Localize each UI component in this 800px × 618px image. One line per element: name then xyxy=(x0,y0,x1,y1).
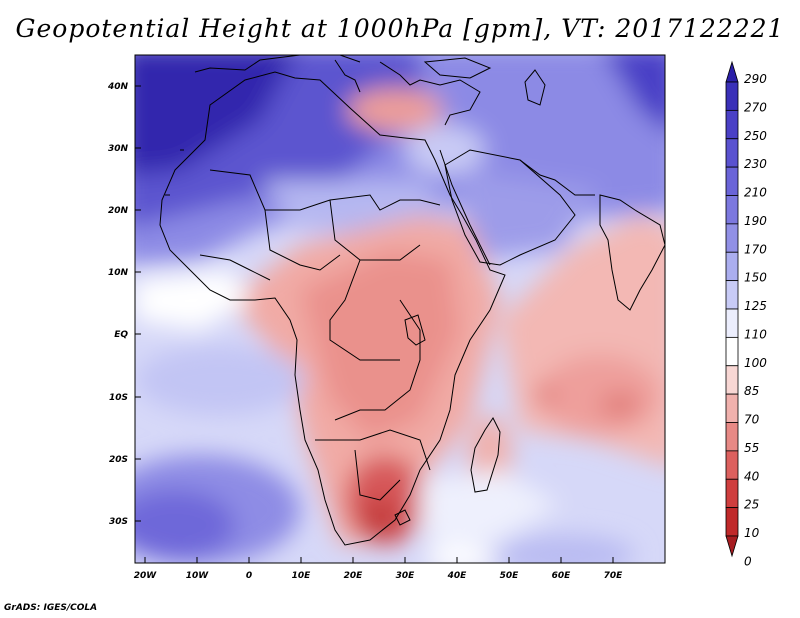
colorbar-label: 170 xyxy=(744,242,767,256)
colorbar-label: 25 xyxy=(744,498,759,512)
colorbar-label: 100 xyxy=(744,356,767,370)
colorbar-swatch xyxy=(725,280,739,310)
colorbar-swatch xyxy=(725,450,739,480)
lon-tick-label: 10W xyxy=(186,571,210,581)
colorbar-label: 150 xyxy=(744,271,767,285)
colorbar-swatch xyxy=(725,393,739,423)
colorbar-swatch xyxy=(725,308,739,338)
colorbar-label: 290 xyxy=(744,72,767,86)
coastlines xyxy=(159,55,665,546)
colorbar-swatch xyxy=(725,195,739,225)
lon-tick-label: 40E xyxy=(447,571,468,581)
colorbar-label: 110 xyxy=(744,327,767,341)
colorbar-label: 190 xyxy=(744,214,767,228)
lon-tick-label: 10E xyxy=(292,571,312,581)
colorbar-label: 70 xyxy=(744,413,760,427)
lat-tick-label: EQ xyxy=(114,330,128,340)
lon-tick-label: 20E xyxy=(344,571,364,581)
colorbar-label: 40 xyxy=(744,469,760,483)
colorbar-arrow-top xyxy=(725,60,739,83)
colorbar-label: 85 xyxy=(744,384,759,398)
lat-tick-label: 30S xyxy=(109,517,128,527)
colorbar: 2902702502302101901701501251101008570554… xyxy=(725,60,767,568)
colorbar-label: 270 xyxy=(744,100,767,114)
colorbar-label: 250 xyxy=(744,129,767,143)
colorbar-label: 10 xyxy=(744,526,760,540)
lat-tick-label: 40N xyxy=(107,82,129,92)
colorbar-swatch xyxy=(725,166,739,196)
map-frame xyxy=(134,54,666,564)
colorbar-swatch xyxy=(725,507,739,537)
lon-tick-label: 70E xyxy=(604,571,624,581)
colorbar-swatch xyxy=(725,422,739,452)
lon-tick-label: 20W xyxy=(134,571,158,581)
lat-axis: 40N 30N 20N 10N EQ 10S 20S 30S xyxy=(107,82,141,527)
colorbar-swatch xyxy=(725,365,739,395)
colorbar-swatch xyxy=(725,81,739,111)
colorbar-label: 210 xyxy=(744,186,767,200)
colorbar-arrow-bottom xyxy=(725,535,739,558)
lon-tick-label: 0 xyxy=(246,571,252,581)
colorbar-swatch xyxy=(725,336,739,367)
map-title: Geopotential Height at 1000hPa [gpm], VT… xyxy=(15,14,785,43)
lat-tick-label: 30N xyxy=(108,144,129,154)
lon-tick-label: 30E xyxy=(396,571,416,581)
lat-tick-label: 10N xyxy=(108,268,129,278)
lon-tick-label: 50E xyxy=(500,571,520,581)
colorbar-label: 0 xyxy=(744,554,752,568)
colorbar-swatch xyxy=(725,478,739,509)
colorbar-swatch xyxy=(725,109,739,140)
colorbar-swatch xyxy=(725,223,739,253)
lon-tick-label: 60E xyxy=(552,571,572,581)
lon-axis: 20W 10W 0 10E 20E 30E 40E 50E 60E 70E xyxy=(134,557,623,581)
colorbar-label: 55 xyxy=(744,441,759,455)
colorbar-label: 125 xyxy=(744,299,767,313)
height-field xyxy=(135,55,665,563)
lat-tick-label: 10S xyxy=(109,393,128,403)
colorbar-label: 230 xyxy=(744,157,767,171)
credit-label: GrADS: IGES/COLA xyxy=(4,603,98,613)
lat-tick-label: 20N xyxy=(108,206,129,216)
colorbar-swatch xyxy=(725,251,739,282)
colorbar-swatch xyxy=(725,138,739,168)
lat-tick-label: 20S xyxy=(109,455,128,465)
